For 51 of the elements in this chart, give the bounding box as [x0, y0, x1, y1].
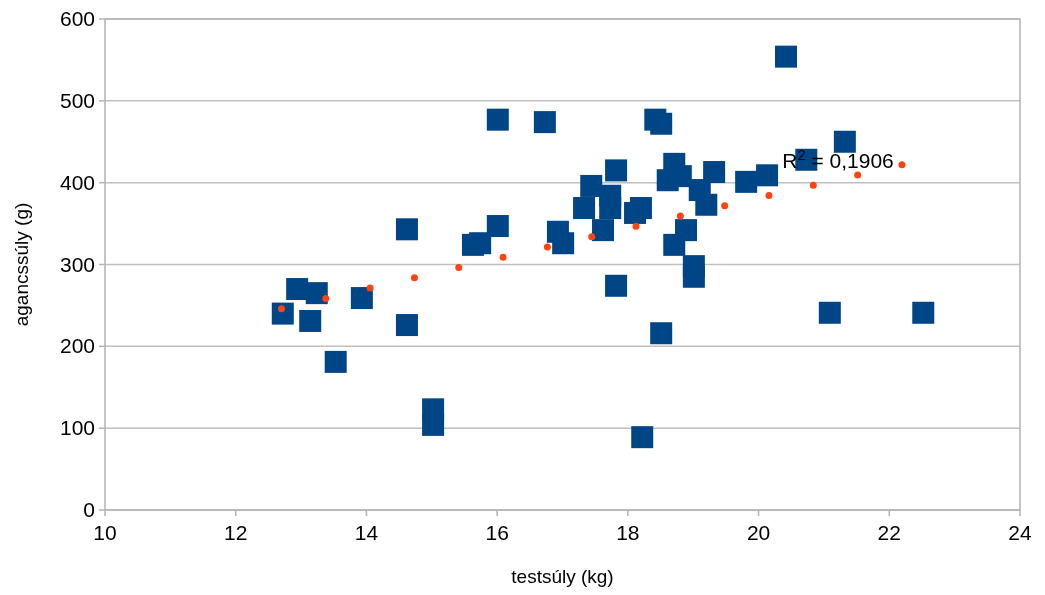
point: [650, 322, 673, 345]
x-tick-label: 24: [1008, 521, 1032, 544]
point: [573, 197, 596, 220]
point: [552, 232, 575, 255]
y-tick-label: 200: [59, 334, 95, 358]
y-tick-label: 300: [59, 252, 95, 276]
x-tick-label: 10: [93, 521, 117, 544]
point: [605, 274, 628, 297]
x-tick-label: 22: [877, 521, 901, 544]
x-tick-label: 14: [354, 521, 379, 544]
point: [599, 197, 622, 220]
y-tick-label: 400: [59, 170, 95, 194]
y-axis-title: agancssúly (g): [11, 202, 32, 327]
y-tick-label: 600: [59, 7, 95, 30]
point: [286, 278, 309, 301]
x-tick-label: 12: [224, 521, 248, 544]
y-tick-label: 500: [59, 88, 95, 112]
y-tick-label: 100: [59, 416, 95, 440]
x-tick-label: 20: [746, 521, 771, 544]
point: [629, 197, 652, 220]
point: [592, 219, 615, 242]
point: [675, 219, 698, 242]
point: [305, 282, 328, 305]
y-tick-label: 0: [83, 498, 95, 521]
point: [580, 174, 603, 197]
point: [833, 130, 856, 153]
point: [703, 161, 726, 184]
point: [682, 265, 705, 288]
point: [533, 111, 556, 134]
point: [631, 426, 654, 449]
x-tick-label: 16: [485, 521, 509, 544]
point: [486, 108, 509, 131]
point: [605, 159, 628, 182]
point: [756, 164, 779, 187]
point: [324, 350, 347, 373]
point: [299, 309, 322, 332]
point: [695, 193, 718, 216]
point: [350, 287, 373, 310]
point: [818, 301, 841, 324]
point: [912, 301, 935, 324]
point: [271, 302, 294, 325]
x-tick-label: 18: [616, 521, 640, 544]
point: [395, 218, 418, 241]
point: [735, 170, 758, 193]
point: [650, 112, 673, 135]
x-axis-title: testsúly (kg): [511, 566, 614, 587]
point: [486, 215, 509, 238]
point: [775, 45, 798, 68]
point: [469, 232, 492, 255]
point: [395, 314, 418, 337]
point: [422, 413, 445, 436]
